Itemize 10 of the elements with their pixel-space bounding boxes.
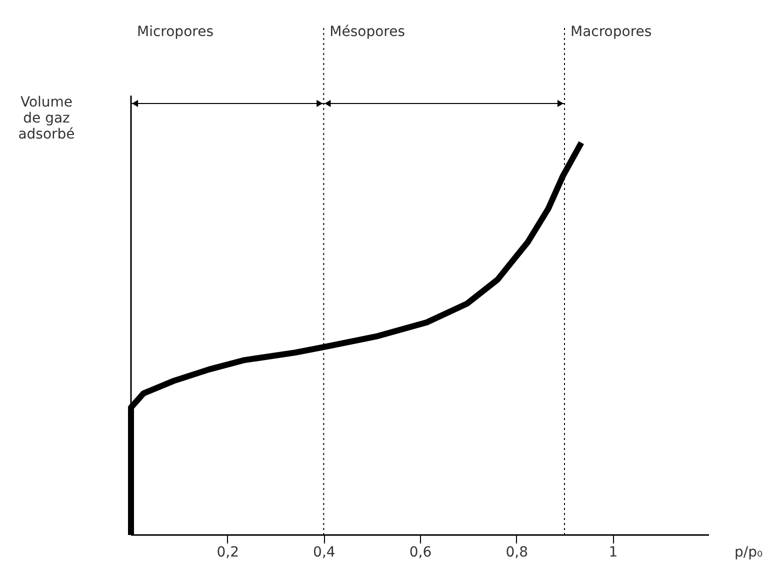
- text: Macropores: [570, 24, 652, 40]
- x-tick-label: 1: [608, 544, 618, 560]
- x-tick-label: 0,2: [216, 544, 239, 560]
- x-tick-label: 0,4: [313, 544, 336, 560]
- x-axis-title: p/p₀: [734, 544, 763, 560]
- text: Mésopores: [330, 24, 406, 40]
- x-tick-label: 0,6: [409, 544, 432, 560]
- x-tick-label: 0,8: [506, 544, 528, 560]
- text: Micropores: [137, 24, 214, 40]
- y-axis-title: Volume de gaz adsorbé: [18, 94, 75, 142]
